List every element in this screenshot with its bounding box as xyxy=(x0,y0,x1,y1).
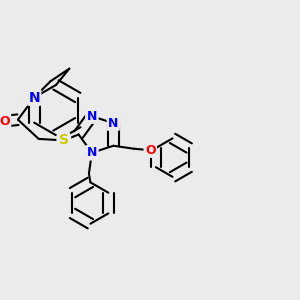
FancyBboxPatch shape xyxy=(85,147,98,158)
Text: N: N xyxy=(108,117,118,130)
Text: O: O xyxy=(0,115,10,128)
FancyBboxPatch shape xyxy=(85,111,98,122)
Text: N: N xyxy=(28,91,40,104)
Text: O: O xyxy=(145,144,156,157)
FancyBboxPatch shape xyxy=(28,92,41,103)
FancyBboxPatch shape xyxy=(0,116,11,127)
Text: N: N xyxy=(87,110,97,123)
Text: S: S xyxy=(59,134,69,147)
FancyBboxPatch shape xyxy=(144,145,157,156)
Text: N: N xyxy=(87,146,97,159)
FancyBboxPatch shape xyxy=(56,134,71,146)
FancyBboxPatch shape xyxy=(107,118,120,129)
